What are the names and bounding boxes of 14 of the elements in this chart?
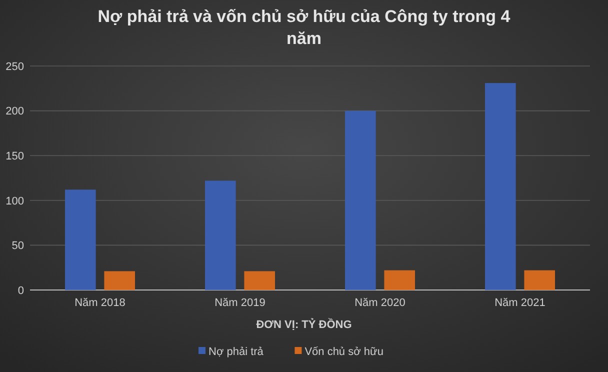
- legend-label: Nợ phải trả: [208, 346, 264, 358]
- x-tick-label: Năm 2021: [494, 297, 546, 309]
- y-tick-label: 100: [6, 195, 24, 208]
- x-tick-label: Năm 2019: [214, 297, 266, 309]
- y-tick-label: 150: [6, 150, 24, 162]
- x-axis-title: ĐƠN VỊ: TỶ ĐỒNG: [256, 318, 352, 331]
- chart-title: Nợ phải trả và vốn chủ sở hữu của Công ty trong 4 năm: [98, 7, 511, 48]
- y-tick-label: 200: [6, 106, 24, 118]
- y-tick-label: 0: [18, 284, 24, 297]
- x-tick-label: Năm 2020: [354, 297, 406, 309]
- legend-label: Vốn chủ sở hữu: [304, 346, 384, 358]
- x-tick-label: Năm 2018: [74, 297, 126, 309]
- y-tick-label: 50: [12, 240, 24, 252]
- y-tick-label: 250: [6, 60, 24, 73]
